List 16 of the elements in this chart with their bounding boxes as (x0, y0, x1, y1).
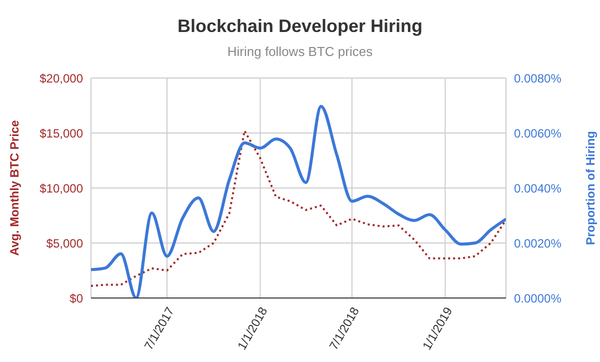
y2-tick-label: 0.0040% (514, 181, 562, 196)
y2-tick-label: 0.0060% (514, 126, 562, 140)
y-tick-label: $15,000 (40, 126, 84, 140)
y-tick-label: $20,000 (40, 71, 84, 86)
y2-tick-label: 0.0020% (514, 236, 562, 250)
y-tick-label: $10,000 (40, 181, 84, 196)
line-series (91, 130, 506, 287)
line-series (91, 104, 506, 298)
chart-subtitle: Hiring follows BTC prices (226, 44, 374, 59)
y2-tick-label: 0.0080% (514, 71, 562, 86)
y2-tick-label: 0.0000% (514, 291, 562, 306)
y-axis-title: Avg. Monthly BTC Price (7, 120, 22, 256)
y2-axis-title: Proportion of Hiring (583, 131, 598, 245)
y-tick-label: $0 (70, 291, 84, 306)
chart-title: Blockchain Developer Hiring (176, 16, 424, 37)
y-tick-label: $5,000 (46, 236, 84, 250)
